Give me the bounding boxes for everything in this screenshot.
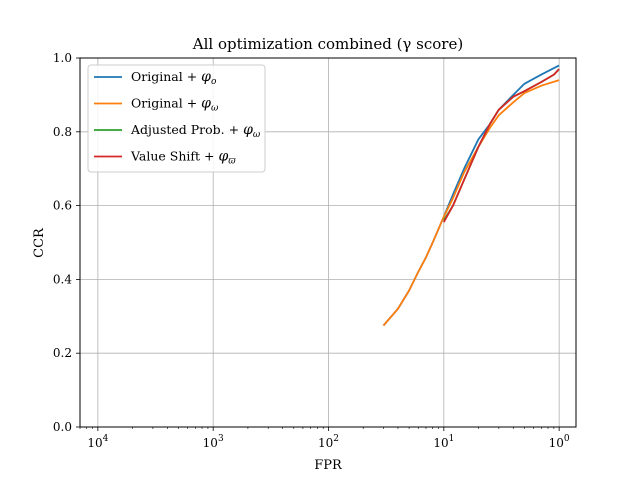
x-tick-label: 100 bbox=[549, 434, 570, 450]
x-tick-label: 101 bbox=[433, 434, 454, 450]
legend-label: Original + φω bbox=[131, 96, 219, 114]
y-axis-label: CCR bbox=[32, 227, 47, 258]
y-tick-label: 1.0 bbox=[53, 51, 72, 65]
y-tick-label: 0.0 bbox=[53, 420, 72, 434]
x-axis-label: FPR bbox=[314, 458, 343, 473]
y-tick-label: 0.2 bbox=[53, 346, 72, 360]
legend-box bbox=[87, 64, 266, 173]
legend-label: Value Shift + φϖ bbox=[130, 149, 236, 167]
plot-frame bbox=[79, 57, 577, 428]
series-line-0 bbox=[382, 64, 560, 327]
x-tick-label: 102 bbox=[318, 434, 339, 450]
series-line-1 bbox=[382, 79, 560, 327]
legend-label: Original + φo bbox=[131, 69, 217, 87]
series-lines bbox=[382, 64, 560, 327]
y-tick-label: 0.8 bbox=[53, 125, 72, 139]
chart-title: All optimization combined (γ score) bbox=[192, 35, 463, 53]
legend: Original + φo Original + φω Adjusted Prob.… bbox=[87, 64, 266, 173]
y-tick-label: 0.6 bbox=[53, 199, 72, 213]
x-tick-label: 103 bbox=[203, 434, 224, 450]
series-line-3 bbox=[443, 68, 560, 223]
x-tick-label: 104 bbox=[87, 434, 108, 450]
axis-ticks: 104 103 102 101 100 0.0 0.2 0.4 0.6 0.8 1.0 bbox=[53, 51, 570, 450]
series-line-2 bbox=[443, 68, 560, 221]
legend-label: Adjusted Prob. + φω bbox=[130, 122, 261, 140]
y-tick-label: 0.4 bbox=[53, 272, 72, 286]
